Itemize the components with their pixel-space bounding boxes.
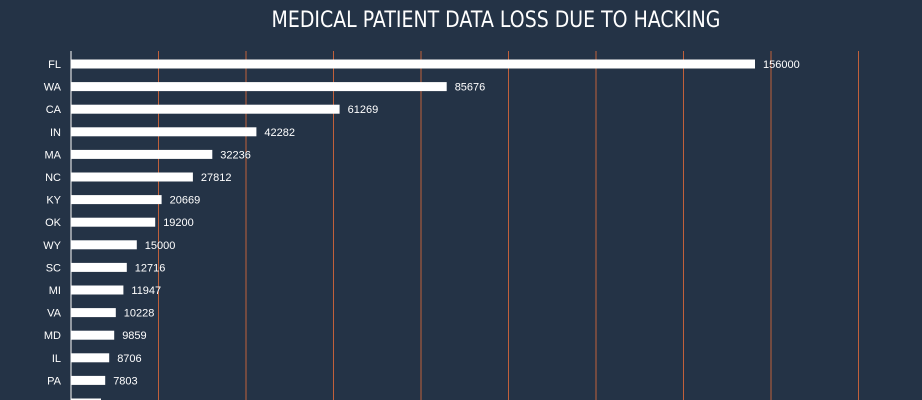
bar-fl bbox=[71, 59, 755, 69]
bar-va bbox=[71, 308, 116, 318]
bar-ma bbox=[71, 149, 213, 159]
bar-ca bbox=[71, 104, 340, 114]
data-label: 85676 bbox=[455, 82, 486, 94]
data-label: 19200 bbox=[163, 217, 194, 229]
category-label: MA bbox=[45, 149, 62, 161]
data-label: 61269 bbox=[348, 104, 379, 116]
category-label: PA bbox=[47, 375, 62, 387]
bar-in bbox=[71, 127, 257, 137]
bar-pa bbox=[71, 375, 106, 385]
category-label: VA bbox=[47, 308, 62, 320]
category-label: OK bbox=[45, 217, 62, 229]
category-label: WA bbox=[44, 82, 62, 94]
bar-ky bbox=[71, 195, 162, 205]
bar-il bbox=[71, 353, 110, 363]
data-label: 7803 bbox=[113, 375, 137, 387]
data-label: 10228 bbox=[124, 308, 155, 320]
data-label: 15000 bbox=[145, 240, 176, 252]
data-label: 20669 bbox=[170, 195, 201, 207]
bar-sc bbox=[71, 262, 127, 272]
data-label: 42282 bbox=[264, 127, 295, 139]
category-label: MI bbox=[49, 285, 61, 297]
bar-wy bbox=[71, 240, 137, 250]
category-label: FL bbox=[48, 59, 61, 71]
category-label: IN bbox=[50, 127, 61, 139]
category-label: SC bbox=[46, 262, 61, 274]
category-label: CA bbox=[46, 104, 62, 116]
category-label: MD bbox=[44, 330, 61, 342]
data-label: 9859 bbox=[122, 330, 146, 342]
data-label: 27812 bbox=[201, 172, 232, 184]
chart-title: MEDICAL PATIENT DATA LOSS DUE TO HACKING bbox=[271, 8, 721, 33]
data-label: 8706 bbox=[117, 353, 141, 365]
data-label: 156000 bbox=[763, 59, 800, 71]
bar-wa bbox=[71, 82, 447, 92]
bar-mi bbox=[71, 285, 124, 295]
bar-ok bbox=[71, 217, 156, 227]
data-label: 11947 bbox=[131, 285, 161, 297]
data-label: 32236 bbox=[220, 149, 251, 161]
bar-nc bbox=[71, 172, 193, 182]
category-label: NC bbox=[45, 172, 61, 184]
data-label: 12716 bbox=[135, 262, 166, 274]
category-label: WY bbox=[43, 240, 61, 252]
category-label: IL bbox=[52, 353, 61, 365]
bar-md bbox=[71, 330, 115, 340]
bar-cutoff bbox=[71, 398, 101, 400]
category-label: KY bbox=[46, 195, 61, 207]
